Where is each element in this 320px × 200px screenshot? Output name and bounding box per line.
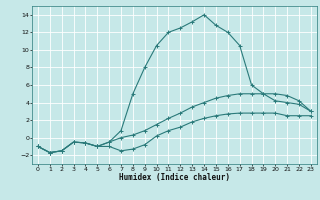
X-axis label: Humidex (Indice chaleur): Humidex (Indice chaleur) [119,173,230,182]
